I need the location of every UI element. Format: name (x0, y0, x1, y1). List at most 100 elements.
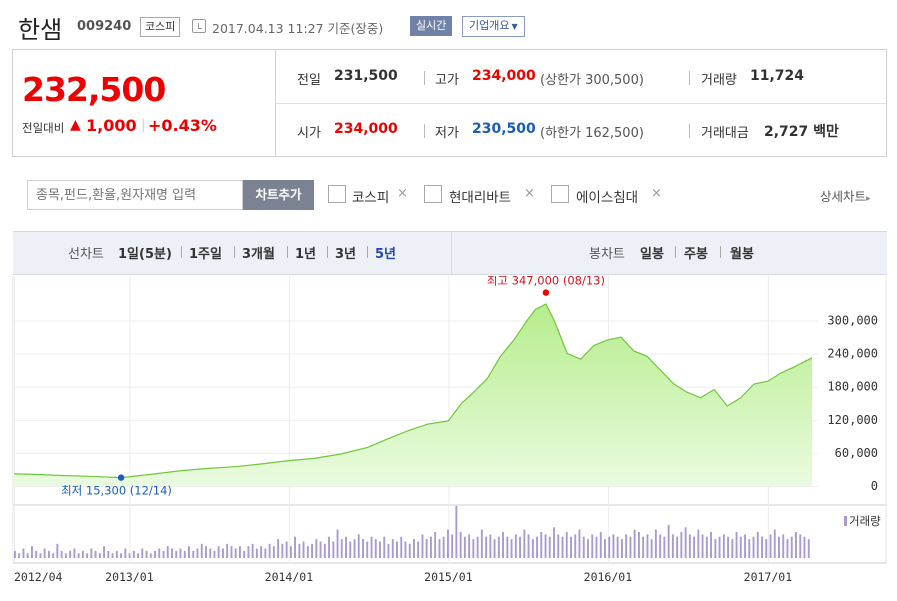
compare-checkbox-kospi[interactable] (328, 185, 346, 203)
compare-search-input[interactable] (27, 180, 243, 210)
volume-bar (175, 550, 178, 558)
y-tick-label: 60,000 (835, 446, 878, 460)
volume-bar (752, 536, 755, 558)
volume-bar (209, 548, 212, 558)
company-overview-dropdown[interactable]: 기업개요 ▼ (462, 16, 525, 37)
stock-code: 009240 (77, 19, 132, 34)
prev-close-value: 231,500 (334, 68, 398, 84)
current-price: 232,500 (22, 70, 166, 109)
volume-bar (438, 539, 441, 558)
low-value: 230,500 (472, 121, 536, 137)
tab-monthly-candle[interactable]: 월봉 (730, 247, 754, 262)
chart-annotations: 최고 347,000 (08/13) 최저 15,300 (12/14) (61, 276, 605, 498)
compare-checkbox-hyundai-livart[interactable] (424, 185, 442, 203)
add-chart-button[interactable]: 차트추가 (243, 180, 314, 210)
volume-bar (536, 536, 538, 558)
volume-bar (582, 536, 585, 558)
volume-bar (132, 550, 135, 558)
volume-bar (514, 534, 517, 558)
volume-bar (544, 534, 547, 558)
volume-bar (599, 532, 602, 558)
timestamp: 2017.04.13 11:27 기준(장중) (212, 21, 384, 36)
price-area (13, 303, 813, 486)
tab-3year[interactable]: 3년 (335, 247, 357, 262)
volume-bar (557, 534, 560, 558)
price-change-percent: +0.43% (148, 116, 217, 135)
volume-bar (693, 536, 695, 558)
volume-bar (519, 536, 521, 558)
volume-bar (374, 539, 377, 558)
price-chart[interactable]: 거래량 300,000240,000180,000120,00060,0000 … (0, 276, 897, 601)
volume-bar (718, 536, 721, 558)
quote-row-divider (276, 103, 886, 104)
tab-3month[interactable]: 3개월 (242, 247, 275, 262)
volume-bar (778, 536, 780, 558)
volume-bar (73, 548, 76, 558)
min-label: 최저 15,300 (12/14) (61, 484, 172, 498)
high-label: 고가 (435, 73, 459, 88)
volume-bar (77, 553, 80, 558)
volume-bar (56, 543, 59, 558)
volume-bar (319, 541, 322, 558)
volume-bar (268, 543, 271, 558)
volume-bar (366, 541, 369, 558)
volume-bar (383, 536, 386, 558)
up-arrow-icon: ▲ (70, 117, 81, 133)
volume-bar (790, 536, 793, 558)
tab-group-divider (451, 231, 452, 275)
volume-bar (154, 550, 156, 558)
volume-bar (230, 546, 233, 558)
volume-bar (710, 532, 712, 558)
volume-bar (565, 532, 568, 558)
quote-divider (275, 49, 276, 157)
realtime-button[interactable]: 실시간 (410, 16, 453, 36)
detail-chart-link[interactable]: 상세차트▸ (820, 186, 871, 205)
tab-1year[interactable]: 1년 (295, 247, 317, 262)
volume-bar (311, 543, 313, 558)
min-marker (117, 474, 125, 481)
compare-checkbox-ace-bed[interactable] (551, 185, 569, 203)
volume-bar (35, 550, 38, 558)
volume-bar (654, 529, 657, 558)
market-badge: 코스피 (140, 17, 181, 37)
volume-bar (115, 550, 118, 558)
remove-kospi-icon[interactable]: × (397, 186, 408, 201)
tab-1week[interactable]: 1주일 (189, 247, 222, 262)
max-marker (542, 289, 550, 296)
volume-bar (52, 553, 55, 558)
volume-bar (260, 546, 263, 558)
volume-bar (226, 543, 229, 558)
tab-daily-candle[interactable]: 일봉 (640, 247, 664, 262)
x-tick-label: 2014/01 (265, 570, 314, 584)
volume-bar (621, 539, 623, 558)
volume-bar (247, 546, 250, 558)
tab-1day[interactable]: 1일(5분) (118, 247, 172, 262)
chevron-down-icon: ▼ (511, 22, 518, 31)
quote-separator (689, 71, 690, 85)
volume-bar (595, 536, 598, 558)
volume-bar (434, 532, 437, 558)
x-tick-label: 2016/01 (584, 570, 633, 584)
volume-bar (323, 543, 326, 558)
volume-bar (472, 539, 475, 558)
volume-bar (625, 534, 628, 558)
volume-bar (120, 553, 122, 558)
volume-bar (345, 536, 347, 558)
quote-separator (689, 124, 690, 138)
prev-close-label: 전일 (297, 73, 321, 88)
tab-5year[interactable]: 5년 (375, 247, 397, 262)
remove-hyundai-livart-icon[interactable]: × (524, 186, 535, 201)
volume-bar (493, 539, 496, 558)
price-area-fill (14, 304, 812, 486)
volume-bar (379, 541, 381, 558)
x-tick-label: 2012/04 (14, 570, 63, 584)
x-tick-label: 2017/01 (744, 570, 793, 584)
tab-weekly-candle[interactable]: 주봉 (684, 247, 708, 262)
volume-bar (574, 534, 577, 558)
volume-bar (548, 536, 551, 558)
candle-chart-heading: 봉차트 (589, 247, 625, 262)
volume-legend-swatch (844, 516, 847, 526)
volume-bar (591, 534, 594, 558)
volume-bar (64, 553, 67, 558)
remove-ace-bed-icon[interactable]: × (651, 186, 662, 201)
